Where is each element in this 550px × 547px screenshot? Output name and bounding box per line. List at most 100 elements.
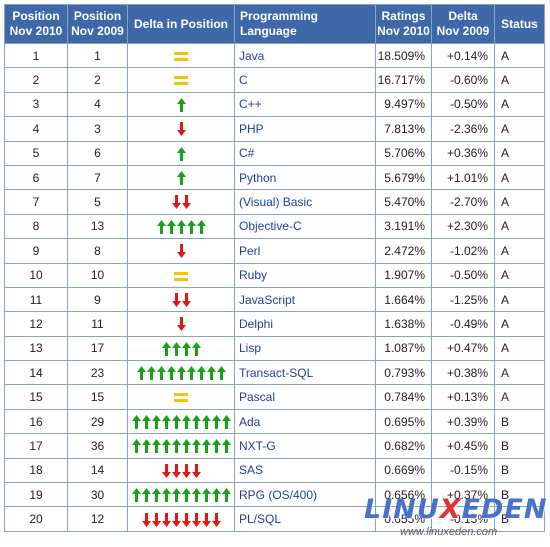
down-arrow-icon <box>171 293 181 308</box>
up-arrow-icon <box>216 366 226 381</box>
delta-cell: +0.14% <box>431 42 495 69</box>
delta-position-cell <box>127 67 235 93</box>
rating-cell: 7.813% <box>375 116 432 142</box>
rating-cell: 1.664% <box>375 286 432 313</box>
down-arrows <box>161 463 201 478</box>
down-arrow-icon <box>161 463 171 478</box>
down-arrow-icon <box>181 293 191 308</box>
rating-cell: 1.638% <box>375 311 432 337</box>
position-2009-cell: 12 <box>67 506 128 532</box>
status-cell: A <box>494 164 545 191</box>
position-2009-cell: 5 <box>67 189 128 215</box>
language-cell: Java <box>234 42 376 69</box>
up-arrow-icon <box>176 219 186 234</box>
up-arrow-icon <box>171 488 181 503</box>
language-cell: Ada <box>234 408 376 435</box>
position-2010-cell: 9 <box>4 238 68 264</box>
up-arrow-icon <box>201 488 211 503</box>
down-arrow-icon <box>191 512 201 527</box>
up-arrow-icon <box>136 366 146 381</box>
language-cell: C# <box>234 140 376 166</box>
down-arrow-icon <box>181 195 191 210</box>
table-row: 7 5 (Visual) Basic 5.470% -2.70% A <box>4 189 545 215</box>
position-2010-cell: 3 <box>4 91 68 118</box>
up-arrow-icon <box>146 366 156 381</box>
down-arrow-icon <box>141 512 151 527</box>
up-arrow-icon <box>171 439 181 454</box>
delta-cell: -1.02% <box>431 238 495 264</box>
delta-cell: +0.39% <box>431 408 495 435</box>
delta-cell: -0.49% <box>431 311 495 337</box>
language-cell: C <box>234 67 376 93</box>
position-2009-cell: 29 <box>67 408 128 435</box>
status-cell: A <box>494 311 545 337</box>
down-arrow-icon <box>191 463 201 478</box>
language-cell: Objective-C <box>234 213 376 240</box>
language-cell: (Visual) Basic <box>234 189 376 215</box>
position-2010-cell: 15 <box>4 384 68 410</box>
up-arrow-icon <box>131 414 141 429</box>
delta-cell: +0.47% <box>431 335 495 362</box>
equal-icon <box>174 52 188 62</box>
delta-cell: +0.13% <box>431 384 495 410</box>
table-row: 2 2 C 16.717% -0.60% A <box>4 67 545 93</box>
up-arrow-icon <box>211 488 221 503</box>
position-2010-cell: 12 <box>4 311 68 337</box>
status-cell: A <box>494 140 545 166</box>
equal-icon <box>174 76 188 86</box>
language-cell: C++ <box>234 91 376 118</box>
position-2010-cell: 4 <box>4 116 68 142</box>
position-2010-cell: 10 <box>4 262 68 288</box>
position-2009-cell: 1 <box>67 42 128 69</box>
position-2010-cell: 11 <box>4 286 68 313</box>
table-row: 6 7 Python 5.679% +1.01% A <box>4 164 545 191</box>
down-arrows <box>171 293 191 308</box>
up-arrow-icon <box>221 488 231 503</box>
position-2009-cell: 7 <box>67 164 128 191</box>
header-status: Status <box>494 4 545 44</box>
position-2009-cell: 4 <box>67 91 128 118</box>
up-arrow-icon <box>176 146 186 161</box>
up-arrow-icon <box>171 414 181 429</box>
language-cell: PHP <box>234 116 376 142</box>
delta-position-cell <box>127 116 235 142</box>
header-delta: Delta Nov 2009 <box>431 4 495 44</box>
delta-position-cell <box>127 482 235 508</box>
down-arrow-icon <box>171 195 181 210</box>
header-row: Position Nov 2010 Position Nov 2009 Delta … <box>4 4 545 44</box>
up-arrow-icon <box>131 488 141 503</box>
header-delta-position: Delta in Position <box>127 4 235 44</box>
table-row: 13 17 Lisp 1.087% +0.47% A <box>4 335 545 362</box>
up-arrow-icon <box>186 366 196 381</box>
up-arrow-icon <box>201 439 211 454</box>
down-arrow-icon <box>176 244 186 259</box>
delta-cell: +0.36% <box>431 140 495 166</box>
up-arrow-icon <box>176 171 186 186</box>
delta-cell: -0.50% <box>431 91 495 118</box>
table-row: 17 36 NXT-G 0.682% +0.45% B <box>4 433 545 459</box>
header-position-2009: Position Nov 2009 <box>67 4 128 44</box>
rating-cell: 0.695% <box>375 408 432 435</box>
position-2010-cell: 14 <box>4 360 68 386</box>
rating-cell: 5.470% <box>375 189 432 215</box>
status-cell: A <box>494 189 545 215</box>
delta-cell: -0.15% <box>431 506 495 532</box>
up-arrow-icon <box>191 488 201 503</box>
status-cell: A <box>494 42 545 69</box>
delta-position-cell <box>127 457 235 484</box>
rating-cell: 0.793% <box>375 360 432 386</box>
delta-cell: +2.30% <box>431 213 495 240</box>
language-cell: SAS <box>234 457 376 484</box>
position-2009-cell: 3 <box>67 116 128 142</box>
up-arrow-icon <box>201 414 211 429</box>
delta-position-cell <box>127 384 235 410</box>
up-arrow-icon <box>161 414 171 429</box>
rating-cell: 1.087% <box>375 335 432 362</box>
delta-position-cell <box>127 408 235 435</box>
up-arrow-icon <box>156 219 166 234</box>
up-arrows <box>176 97 186 112</box>
up-arrow-icon <box>151 414 161 429</box>
up-arrow-icon <box>206 366 216 381</box>
position-2009-cell: 11 <box>67 311 128 337</box>
delta-cell: +0.37% <box>431 482 495 508</box>
